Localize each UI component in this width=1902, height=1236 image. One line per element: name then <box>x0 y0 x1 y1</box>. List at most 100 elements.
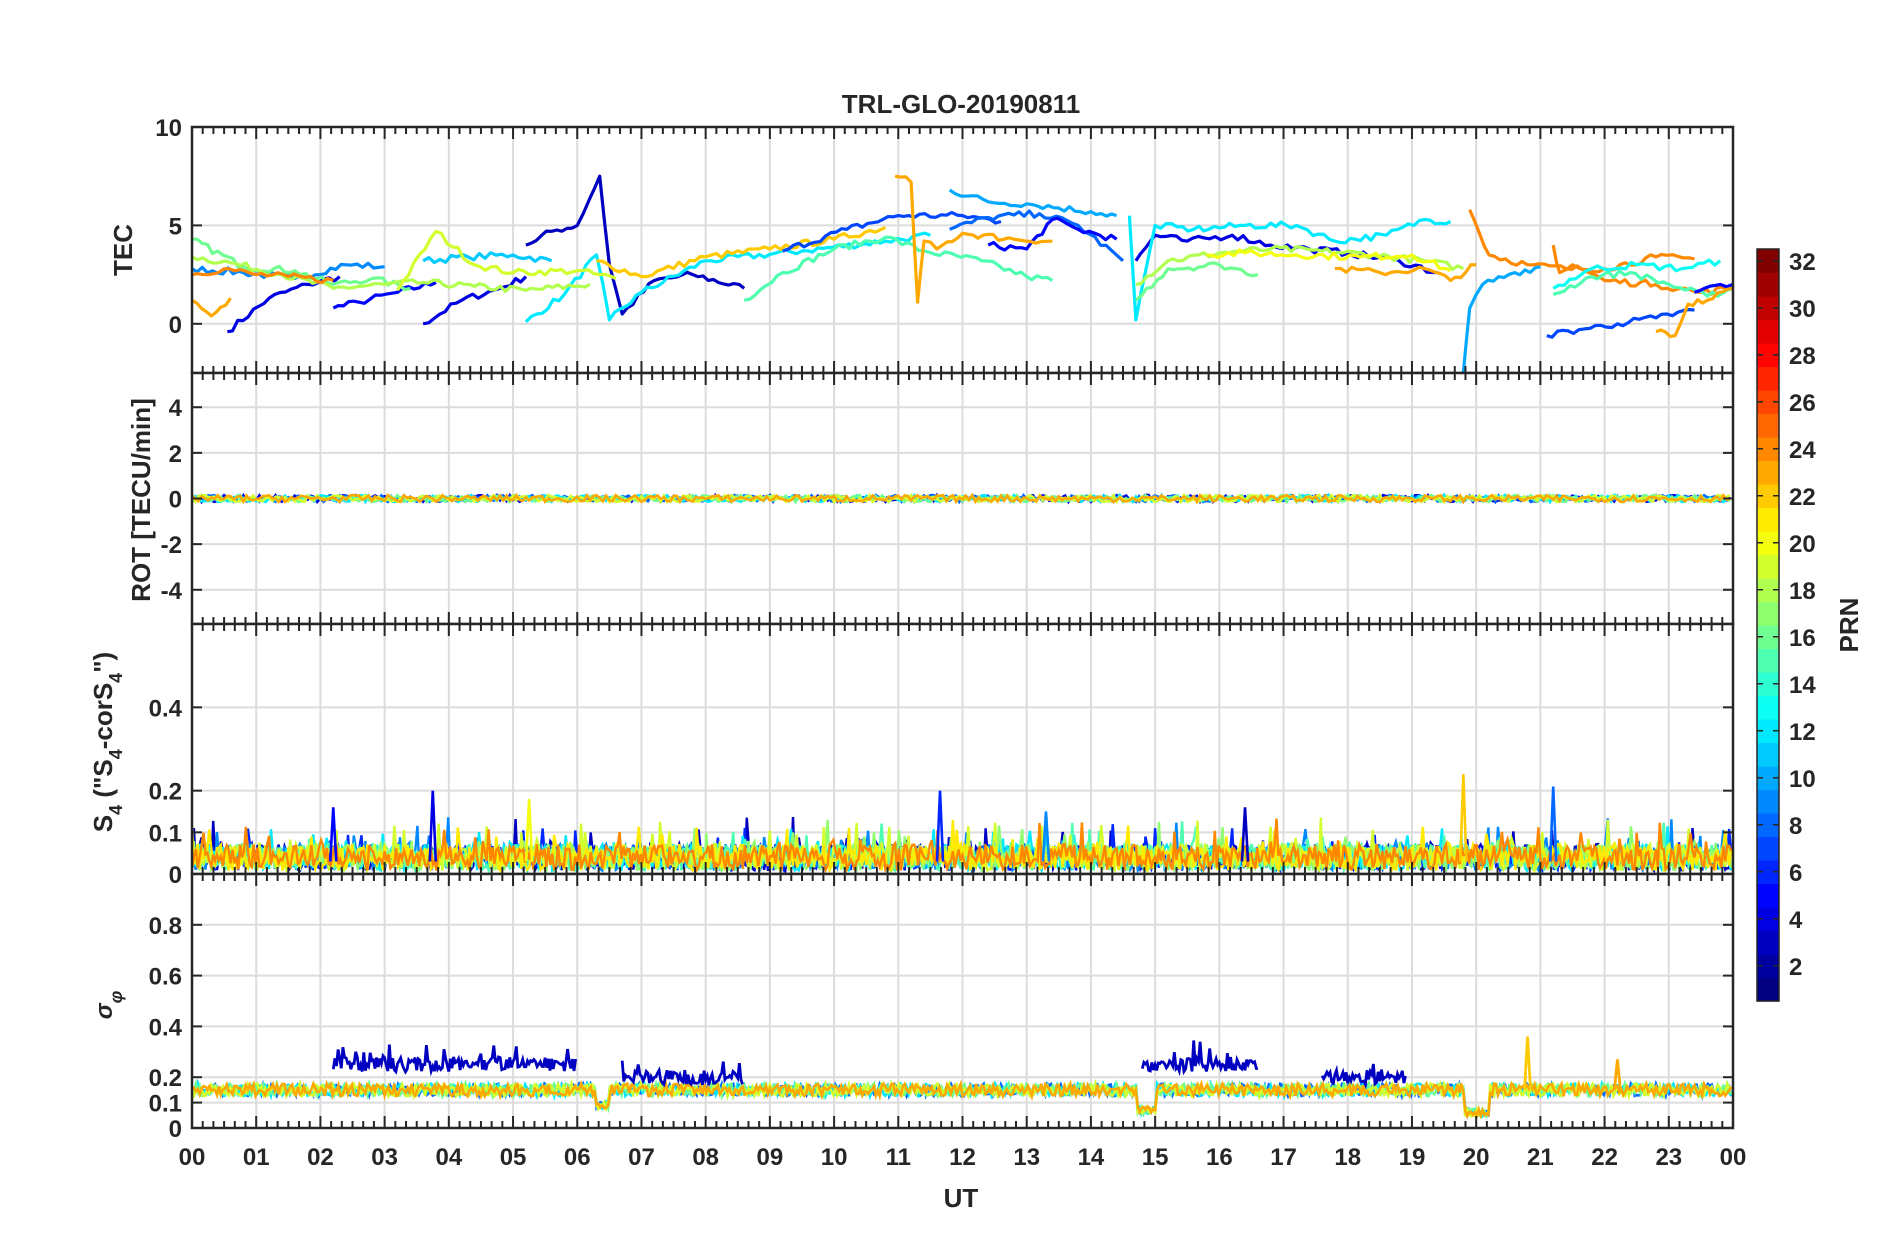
y-tick-label: 2 <box>169 441 182 468</box>
plot-lines <box>192 773 1733 874</box>
tec-series-prn-10 <box>948 188 1118 218</box>
x-tick-label: 21 <box>1527 1144 1554 1171</box>
colorbar-tick-label: 22 <box>1789 484 1816 511</box>
x-tick-label: 13 <box>1013 1144 1040 1171</box>
colorbar-swatch <box>1757 625 1779 650</box>
rot-axis-label: ROT [TECU/min] <box>126 398 156 602</box>
x-tick-label: 17 <box>1270 1144 1297 1171</box>
colorbar-swatch <box>1757 601 1779 626</box>
x-axis-ticks: 00 01 02 03 04 05 06 07 08 09 10 11 12 13 14 15 16 17 18 19… <box>179 1144 1747 1171</box>
x-tick-label: 06 <box>564 1144 591 1171</box>
y-tick-label: 0.8 <box>149 913 182 940</box>
colorbar-tick-label: 18 <box>1789 578 1816 605</box>
x-tick-label: 14 <box>1078 1144 1105 1171</box>
y-tick-label: 0 <box>169 487 182 514</box>
colorbar-tick-label: 16 <box>1789 625 1816 652</box>
colorbar-tick-label: 14 <box>1789 672 1816 699</box>
tec-series-prn-16 <box>1134 261 1259 302</box>
colorbar-swatch <box>1757 907 1779 932</box>
y-tick-label: -4 <box>161 578 183 605</box>
y-tick-label: 0 <box>169 312 182 339</box>
colorbar-swatch <box>1757 813 1779 838</box>
y-tick-label: 0.4 <box>149 1014 183 1041</box>
panel-s4: 0 0.1 0.2 0.4 <box>149 622 1735 889</box>
colorbar-swatch <box>1757 437 1779 462</box>
colorbar-swatch <box>1757 719 1779 744</box>
tec-series-prn-19 <box>396 229 617 292</box>
y-tick-label: -2 <box>161 532 182 559</box>
x-tick-label: 00 <box>179 1144 206 1171</box>
tec-series-prn-7 <box>782 210 1002 253</box>
colorbar-tick-label: 8 <box>1789 813 1802 840</box>
tec-series-prn-16 <box>192 237 411 292</box>
colorbar-swatch <box>1757 977 1779 1002</box>
colorbar-swatch <box>1757 272 1779 297</box>
panel-rot: -4 -2 0 2 4 <box>161 371 1735 626</box>
colorbar-tick-label: 28 <box>1789 343 1816 370</box>
x-axis-label: UT <box>944 1183 979 1213</box>
s4-peak <box>1041 811 1051 862</box>
sigma-series-prn-23 <box>192 1078 1733 1120</box>
tec-series-prn-11 <box>422 251 553 265</box>
plot-lines <box>192 174 1733 373</box>
tec-series-prn-20 <box>1206 248 1452 273</box>
x-tick-label: 11 <box>886 1144 911 1171</box>
colorbar-swatch <box>1757 578 1779 603</box>
y-label-rot: ROT [TECU/min] <box>126 398 156 602</box>
tec-series-prn-5 <box>987 216 1118 252</box>
colorbar-swatch <box>1757 366 1779 391</box>
colorbar-tick-label: 26 <box>1789 390 1816 417</box>
tec-series-prn-24 <box>192 267 334 285</box>
colorbar-swatch <box>1757 648 1779 673</box>
colorbar-frame <box>1756 248 1780 1002</box>
x-tick-label: 22 <box>1591 1144 1618 1171</box>
plot-lines <box>192 492 1731 505</box>
colorbar-swatch <box>1757 954 1779 979</box>
x-tick-label: 07 <box>628 1144 655 1171</box>
rot-series-prn-23 <box>192 492 1731 505</box>
y-label-s4: S4 ("S4-corS4") <box>88 652 126 832</box>
colorbar-swatch <box>1757 460 1779 485</box>
tec-series-prn-10 <box>1461 265 1541 373</box>
y-tick-label: 0.2 <box>149 1065 182 1092</box>
tec-series-prn-5 <box>332 281 437 310</box>
sigma-elevated-prn-3 <box>1140 1040 1259 1077</box>
x-tick-label: 15 <box>1142 1144 1169 1171</box>
s4-peak <box>328 807 338 862</box>
s4-series-prn-24 <box>192 818 1733 874</box>
y-label-tec: TEC <box>108 224 138 276</box>
colorbar-swatch <box>1757 413 1779 438</box>
tec-series-prn-13 <box>1552 258 1722 290</box>
colorbar-tick-label: 32 <box>1789 249 1816 276</box>
x-tick-label: 23 <box>1655 1144 1682 1171</box>
x-tick-label: 02 <box>307 1144 334 1171</box>
tec-series-prn-23 <box>1334 263 1477 283</box>
y-tick-label: 0.2 <box>149 779 182 806</box>
sigma-elevated-prn-3 <box>1320 1063 1407 1090</box>
x-tick-label: 01 <box>243 1144 270 1171</box>
y-tick-label: 5 <box>169 213 182 240</box>
tec-series-prn-23 <box>192 297 232 318</box>
colorbar-tick-label: 6 <box>1789 860 1802 887</box>
colorbar-swatch <box>1757 296 1779 321</box>
y-tick-label: 0 <box>169 1116 182 1143</box>
y-tick-label: 10 <box>155 115 182 142</box>
tec-series-prn-3 <box>525 174 746 316</box>
sigma-phi-axis-label: σφ <box>91 990 126 1019</box>
tec-series-prn-8 <box>949 209 1125 262</box>
colorbar-swatch <box>1757 531 1779 556</box>
x-tick-label: 04 <box>435 1144 462 1171</box>
y-tick-label: 0.1 <box>149 820 182 847</box>
s4-peak <box>1459 773 1468 862</box>
x-tick-label: 10 <box>821 1144 848 1171</box>
y-tick-label: 0 <box>169 862 182 889</box>
tec-series-prn-5 <box>1694 282 1733 294</box>
colorbar-tick-label: 30 <box>1789 296 1816 323</box>
y-tick-label: 0.6 <box>149 964 182 991</box>
x-minor-ticks <box>191 874 1734 1128</box>
tec-series-prn-22 <box>596 225 887 279</box>
plot-lines <box>192 1036 1733 1121</box>
colorbar-swatch <box>1757 836 1779 861</box>
